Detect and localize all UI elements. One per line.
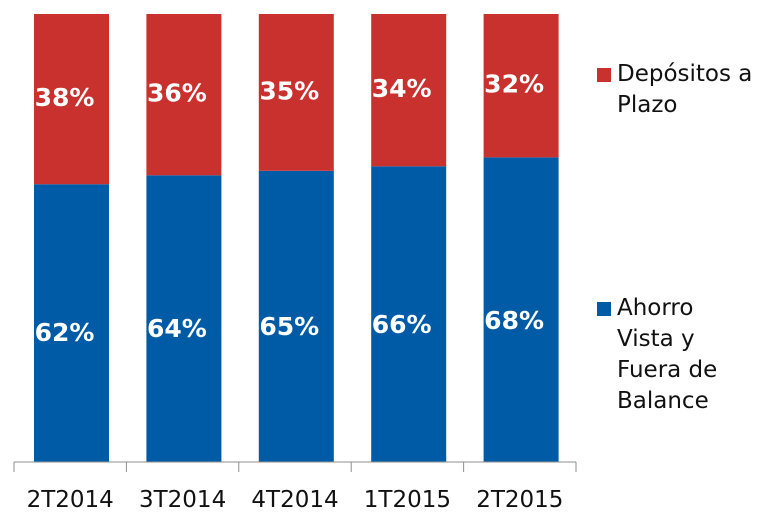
bar-ahorro-vista-y-fuera-de-balance-3t2014 <box>146 175 222 462</box>
bar-labels-layer: 62% 38% 64% 36% 65% 35% 66% 34% 68% 32% <box>35 70 544 348</box>
legend-label-ahorro-vista-y-fuera-de-balance: Ahorro Vista y Fuera de Balance <box>617 295 718 414</box>
bar-label-ahorro-vista-y-fuera-de-balance-2t2014: 62% <box>35 318 95 347</box>
bar-depositos-a-plazo-2t2014 <box>34 14 109 185</box>
bar-ahorro-vista-y-fuera-de-balance-1t2015 <box>371 166 447 462</box>
bar-ahorro-vista-y-fuera-de-balance-4t2014 <box>258 170 334 463</box>
category-label-4t2014: 4T2014 <box>251 487 338 513</box>
bar-label-ahorro-vista-y-fuera-de-balance-1t2015: 66% <box>372 310 432 339</box>
bar-depositos-a-plazo-3t2014 <box>146 14 222 176</box>
legend-item-ahorro-vista-y-fuera-de-balance: Ahorro Vista y Fuera de Balance <box>597 293 757 417</box>
x-axis <box>13 461 577 472</box>
category-label-2t2015: 2T2015 <box>476 487 563 513</box>
category-label-1t2015: 1T2015 <box>364 487 451 513</box>
bar-label-depositos-a-plazo-1t2015: 34% <box>372 74 432 103</box>
category-labels: 2T2014 3T2014 4T2014 1T2015 2T2015 <box>27 487 564 513</box>
bars-layer <box>34 14 559 463</box>
legend-label-depositos-a-plazo: Depósitos a Plazo <box>617 61 753 118</box>
bar-depositos-a-plazo-4t2014 <box>258 14 334 171</box>
bar-label-ahorro-vista-y-fuera-de-balance-2t2015: 68% <box>484 306 544 335</box>
bar-label-ahorro-vista-y-fuera-de-balance-3t2014: 64% <box>147 314 207 343</box>
bar-label-ahorro-vista-y-fuera-de-balance-4t2014: 65% <box>259 312 319 341</box>
bar-depositos-a-plazo-1t2015 <box>371 14 447 167</box>
category-label-2t2014: 2T2014 <box>27 487 114 513</box>
bar-ahorro-vista-y-fuera-de-balance-2t2015 <box>483 157 559 463</box>
legend-swatch-ahorro-vista-y-fuera-de-balance <box>597 302 611 316</box>
bar-label-depositos-a-plazo-2t2015: 32% <box>484 70 544 99</box>
legend-swatch-depositos-a-plazo <box>597 68 611 82</box>
bar-label-depositos-a-plazo-2t2014: 38% <box>35 83 95 112</box>
bar-label-depositos-a-plazo-3t2014: 36% <box>147 79 207 108</box>
bar-ahorro-vista-y-fuera-de-balance-2t2014 <box>34 184 109 463</box>
category-label-3t2014: 3T2014 <box>139 487 226 513</box>
bar-label-depositos-a-plazo-4t2014: 35% <box>259 76 319 105</box>
legend-item-depositos-a-plazo: Depósitos a Plazo <box>597 59 757 121</box>
bar-depositos-a-plazo-2t2015 <box>483 14 559 158</box>
